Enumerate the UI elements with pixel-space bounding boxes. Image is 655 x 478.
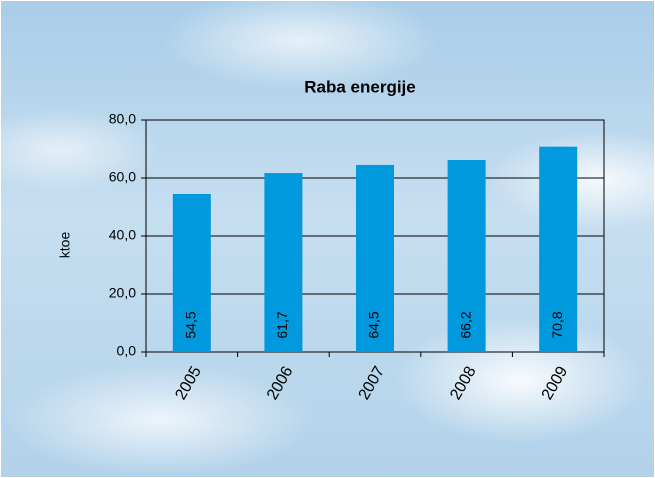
value-label: 64,5 — [366, 311, 382, 338]
x-tick-label: 2005 — [172, 364, 205, 403]
chart-title: Raba energije — [304, 77, 416, 96]
x-tick-label: 2009 — [539, 364, 572, 403]
y-tick-label: 80,0 — [109, 111, 136, 127]
chart: Raba energije ktoe 0,0 20,0 40,0 60,0 80,0 20… — [0, 0, 655, 478]
value-label: 61,7 — [274, 311, 290, 338]
y-tick-label: 0,0 — [117, 343, 137, 359]
value-label: 70,8 — [549, 311, 565, 338]
x-tick-label: 2007 — [356, 364, 389, 403]
y-tick-label: 40,0 — [109, 227, 136, 243]
value-label: 54,5 — [183, 311, 199, 338]
x-tick-label: 2006 — [264, 364, 297, 403]
y-axis-label: ktoe — [57, 232, 73, 259]
value-label: 66,2 — [457, 311, 473, 338]
x-tick-label: 2008 — [447, 364, 480, 403]
screenshot: Raba energije ktoe 0,0 20,0 40,0 60,0 80,0 20… — [0, 0, 655, 478]
y-tick-label: 20,0 — [109, 285, 136, 301]
y-tick-label: 60,0 — [109, 169, 136, 185]
